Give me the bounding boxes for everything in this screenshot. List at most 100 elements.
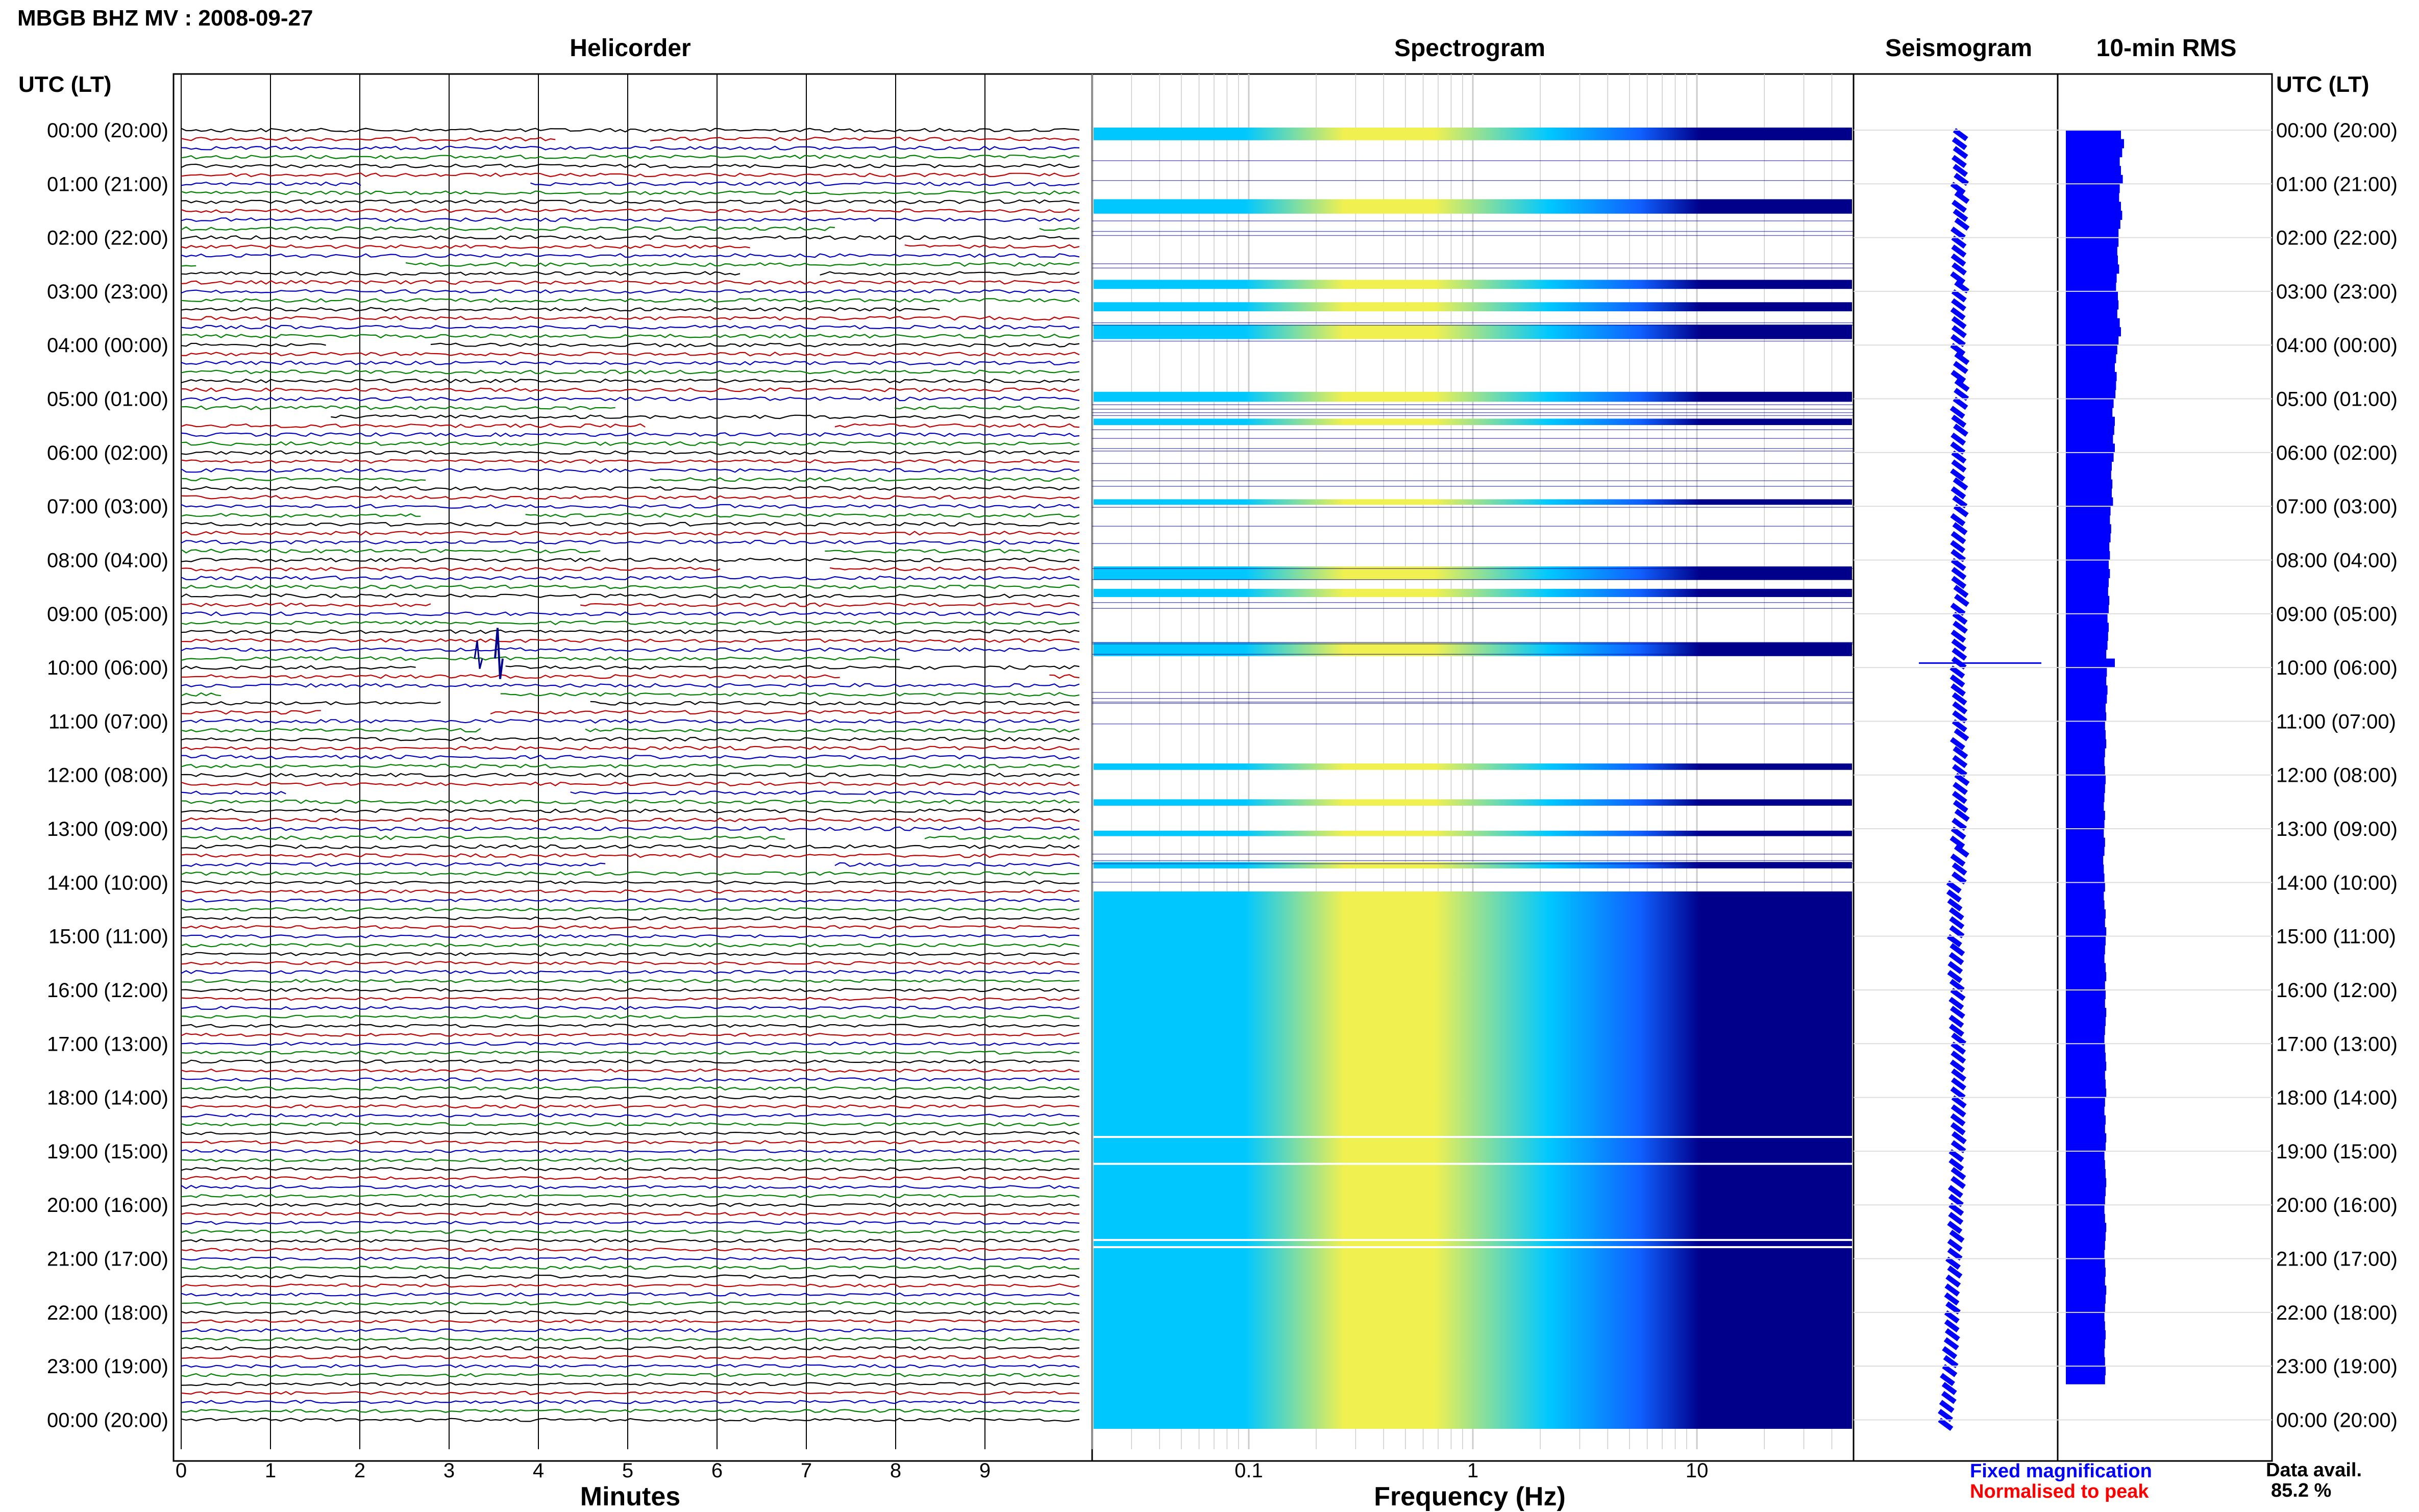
helicorder-trace	[181, 593, 1080, 599]
rms-bar	[2066, 873, 2105, 883]
helicorder-trace	[181, 773, 1080, 778]
minute-tick-label: 4	[533, 1459, 544, 1482]
helicorder-trace	[181, 683, 1080, 688]
time-label-right: 20:00 (16:00)	[2276, 1194, 2398, 1217]
spectrogram-strip	[1094, 799, 1852, 806]
spectrogram-strip	[1094, 418, 1852, 425]
time-label-right: 18:00 (14:00)	[2276, 1087, 2398, 1109]
rms-bar	[2066, 900, 2105, 910]
time-label-right: 06:00 (02:00)	[2276, 442, 2398, 464]
spectrogram-strip	[1094, 642, 1852, 656]
helicorder-trace	[181, 315, 1080, 321]
rms-bar	[2066, 408, 2113, 417]
helicorder-trace	[181, 1328, 1080, 1333]
rms-bar	[2066, 721, 2105, 731]
time-label-left: 12:00 (08:00)	[47, 764, 168, 787]
helicorder-trace	[181, 754, 1080, 760]
helicorder-trace	[181, 1364, 1080, 1369]
helicorder-trace	[181, 979, 1080, 983]
spectrogram-gap	[1094, 1238, 1852, 1241]
time-label-right: 23:00 (19:00)	[2276, 1355, 2398, 1378]
rms-bar	[2066, 748, 2105, 758]
rms-bar	[2066, 1142, 2106, 1152]
time-label-right: 21:00 (17:00)	[2276, 1248, 2398, 1271]
spectrogram-gap	[1094, 1136, 1852, 1138]
helicorder-trace	[181, 235, 1080, 240]
rms-header: 10-min RMS	[2096, 35, 2237, 62]
time-label-right: 14:00 (10:00)	[2276, 872, 2398, 894]
helicorder-trace	[181, 136, 1080, 142]
rms-bar	[2066, 300, 2119, 310]
helicorder-panel	[172, 73, 1093, 1462]
helicorder-trace	[181, 718, 1080, 724]
rms-bar	[2066, 667, 2107, 677]
time-label-left: 04:00 (00:00)	[47, 334, 168, 357]
helicorder-trace	[181, 826, 1080, 831]
helicorder-trace	[181, 1032, 1080, 1037]
rms-bar	[2066, 989, 2106, 1000]
rms-bar	[2066, 855, 2104, 865]
minute-tick-label: 7	[801, 1459, 812, 1482]
rms-bar	[2066, 506, 2111, 516]
helicorder-trace	[181, 217, 1080, 222]
rms-bar	[2066, 1169, 2106, 1179]
time-label-left: 09:00 (05:00)	[47, 603, 168, 626]
rms-bar	[2066, 792, 2105, 802]
rms-bar	[2066, 1044, 2105, 1053]
helicorder-trace	[181, 1050, 1080, 1055]
helicorder-trace	[181, 1184, 1080, 1189]
rms-bar	[2066, 399, 2114, 408]
rms-bar	[2066, 1034, 2105, 1044]
rms-bar	[2066, 936, 2106, 946]
rms-bar	[2066, 1061, 2107, 1071]
helicorder-trace	[181, 128, 1080, 133]
rms-bar	[2066, 1079, 2106, 1089]
rms-bar	[2066, 658, 2115, 668]
helicorder-trace	[181, 584, 1080, 589]
time-label-left: 23:00 (19:00)	[47, 1355, 168, 1378]
helicorder-trace	[181, 620, 1080, 626]
rms-bar	[2066, 1339, 2105, 1349]
helicorder-trace	[181, 943, 1080, 948]
helicorder-trace	[181, 701, 1080, 706]
rms-bar	[2066, 1106, 2105, 1116]
helicorder-trace	[181, 333, 1080, 339]
helicorder-trace	[181, 853, 1080, 858]
helicorder-trace	[181, 396, 1080, 402]
rms-bar	[2066, 1330, 2106, 1340]
rms-bar	[2066, 784, 2105, 794]
spectrogram-gap	[1094, 1162, 1852, 1165]
helicorder-trace	[181, 808, 1080, 813]
rms-bar	[2066, 371, 2117, 381]
helicorder-trace	[181, 342, 1080, 348]
rms-bar	[2066, 757, 2105, 766]
rms-bar	[2066, 381, 2116, 390]
rms-bar	[2066, 1321, 2105, 1331]
rms-bar	[2066, 157, 2120, 166]
helicorder-trace	[181, 647, 1080, 652]
rms-bar	[2066, 1052, 2106, 1062]
rms-bar	[2066, 273, 2117, 283]
helicorder-trace	[181, 1292, 1080, 1297]
helicorder-trace	[181, 244, 1080, 249]
minute-tick-label: 0	[176, 1459, 187, 1482]
rms-bar	[2066, 497, 2113, 507]
time-label-left: 00:00 (20:00)	[47, 119, 168, 142]
time-label-right: 07:00 (03:00)	[2276, 495, 2398, 518]
rms-bar	[2066, 1196, 2105, 1205]
helicorder-trace	[181, 1408, 1080, 1414]
rms-bar	[2066, 650, 2107, 659]
rms-frame	[2057, 73, 2273, 1462]
helicorder-trace	[181, 1256, 1080, 1261]
data-availability-value: 85.2 %	[2271, 1480, 2331, 1501]
rms-bar	[2066, 613, 2108, 623]
helicorder-trace	[181, 1167, 1080, 1172]
rms-bar	[2066, 1366, 2106, 1376]
rms-bar	[2066, 775, 2106, 784]
helicorder-trace	[181, 898, 1080, 903]
time-label-left: 20:00 (16:00)	[47, 1194, 168, 1217]
rms-bar	[2066, 246, 2117, 256]
time-label-right: 16:00 (12:00)	[2276, 979, 2398, 1002]
spectrogram-strip	[1094, 499, 1852, 505]
helicorder-trace	[181, 1140, 1080, 1145]
